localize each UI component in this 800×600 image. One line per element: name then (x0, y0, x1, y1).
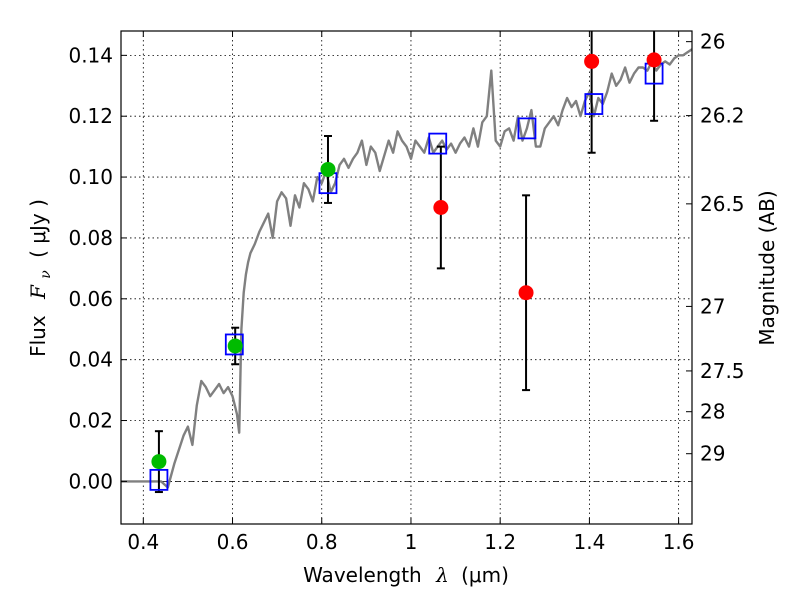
x-tick-label: 1.6 (663, 530, 695, 554)
y2-tick-label: 27 (700, 294, 725, 318)
x-tick-label: 0.6 (217, 530, 249, 554)
x-tick-label: 0.8 (306, 530, 338, 554)
x-axis-label-unit: (μm) (461, 563, 509, 587)
y-tick-label: 0.06 (68, 287, 113, 311)
y2-tick-label: 26 (700, 30, 725, 54)
detection-markers (151, 52, 662, 470)
model-photometry-square (149, 468, 169, 491)
y-tick-label: 0.00 (68, 469, 113, 493)
y-axis-label-prefix: Flux (26, 315, 50, 357)
x-axis-label: Wavelength λ (μm) (303, 563, 509, 587)
y-tick-label: 0.12 (68, 104, 113, 128)
x-axis-label-prefix: Wavelength (303, 563, 422, 587)
y2-tick-label: 29 (700, 442, 725, 466)
x-tick-label: 1.2 (484, 530, 516, 554)
axis-ticks: 0.4 0.6 0.8 1 1.2 1.4 1.6 0.00 0.02 0.04 0.06 0.08 0… (68, 30, 744, 554)
data-point (646, 52, 662, 68)
y-tick-label: 0.14 (68, 43, 113, 67)
x-tick-label: 1.4 (573, 530, 605, 554)
plot-frame (120, 30, 693, 525)
data-point (320, 161, 336, 177)
y2-tick-label: 28 (700, 400, 725, 424)
y-axis-label-unit: ( μJy ) (26, 199, 50, 258)
data-point (227, 338, 243, 354)
y-tick-label: 0.02 (68, 409, 113, 433)
model-photometry-square (224, 333, 244, 356)
y2-tick-label: 26.2 (700, 104, 745, 128)
model-photometry-markers (149, 62, 664, 491)
data-point (433, 200, 449, 216)
model-spectrum (121, 48, 692, 489)
y2-axis-label: Magnitude (AB) (755, 190, 779, 345)
x-axis-label-symbol: λ (435, 563, 449, 587)
y-axis-label-subscript: ν (38, 270, 54, 279)
y-tick-label: 0.10 (68, 165, 113, 189)
x-tick-label: 0.4 (127, 530, 159, 554)
y-axis-label: Flux F ν ( μJy ) (26, 199, 55, 357)
model-photometry-square (584, 93, 604, 115)
x-tick-label: 1 (405, 530, 418, 554)
model-photometry-square (428, 132, 448, 155)
y2-tick-label: 27.5 (700, 359, 745, 383)
grid (121, 31, 692, 524)
model-spectrum-line (121, 48, 692, 489)
y-axis-label-symbol: F (26, 284, 50, 300)
model-photometry-square (517, 117, 537, 140)
data-point (518, 285, 534, 301)
data-point (584, 53, 600, 69)
y-tick-label: 0.04 (68, 348, 113, 372)
data-point (151, 454, 167, 470)
y-tick-label: 0.08 (68, 226, 113, 250)
y2-tick-label: 26.5 (700, 192, 745, 216)
